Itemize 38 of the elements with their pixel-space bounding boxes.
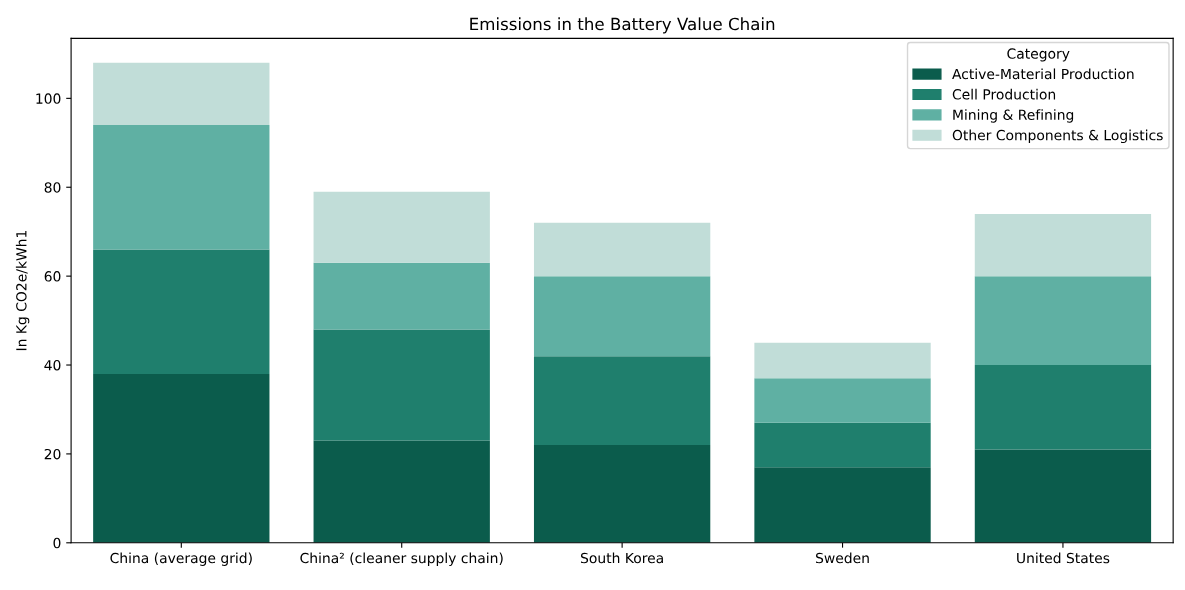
- bar: [754, 378, 931, 423]
- x-tick-label: South Korea: [580, 552, 663, 564]
- y-tick-label: 0: [53, 537, 61, 549]
- bar: [313, 440, 490, 543]
- legend-label: Active-Material Production: [952, 68, 1134, 80]
- bar: [974, 365, 1152, 450]
- x-tick-label: China (average grid): [110, 552, 252, 566]
- bar: [533, 276, 711, 357]
- bar: [754, 467, 931, 543]
- bar: [533, 356, 711, 446]
- bar: [313, 329, 490, 441]
- bar: [93, 62, 270, 126]
- legend-label: Other Components & Logistics: [952, 129, 1163, 144]
- bar: [754, 342, 931, 379]
- chart-title: Emissions in the Battery Value Chain: [470, 17, 775, 34]
- y-tick-label: 60: [44, 271, 61, 282]
- x-tick-label: United States: [1017, 552, 1110, 564]
- x-tick-label: China² (cleaner supply chain): [300, 552, 503, 566]
- y-tick-label: 20: [44, 448, 61, 460]
- bar: [93, 249, 270, 374]
- legend-label: Cell Production: [952, 88, 1056, 100]
- bar: [313, 191, 490, 263]
- bar: [974, 213, 1152, 277]
- y-tick-label: 40: [44, 359, 61, 371]
- y-axis-title: In Kg CO2e/kWh1: [15, 230, 30, 351]
- legend-label: Mining & Refining: [953, 109, 1074, 123]
- bar: [974, 449, 1152, 543]
- bar: [313, 262, 490, 330]
- bar: [974, 276, 1152, 366]
- y-tick-label: 80: [44, 182, 61, 193]
- legend-title: Category: [1007, 48, 1070, 62]
- bar: [93, 125, 270, 250]
- bar: [754, 422, 931, 468]
- y-tick-label: 100: [36, 93, 61, 104]
- bar: [533, 445, 711, 543]
- x-tick-label: Sweden: [816, 552, 869, 564]
- bar: [93, 373, 270, 543]
- bar: [533, 222, 711, 277]
